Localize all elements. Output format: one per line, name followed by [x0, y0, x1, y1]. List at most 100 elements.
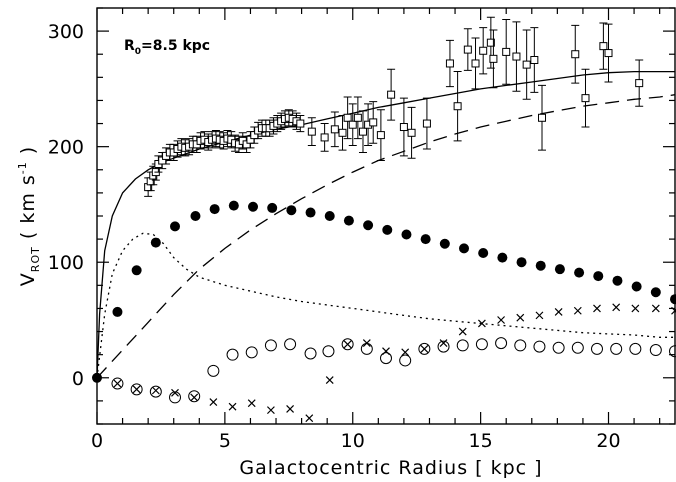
filled-circle-point — [131, 265, 142, 276]
open-square-point — [407, 128, 416, 137]
filled-circle-point — [382, 224, 393, 235]
open-square-point — [522, 60, 531, 69]
open-circle-point — [590, 342, 603, 355]
y-axis-title-end: ) — [17, 146, 39, 161]
filled-circle-point — [516, 257, 527, 268]
open-circle-point — [284, 338, 297, 351]
filled-circle-point — [92, 372, 102, 383]
filled-circle-point — [305, 207, 316, 218]
open-square-point — [376, 131, 385, 140]
filled-circle-point — [459, 243, 470, 254]
model-curves — [96, 70, 676, 379]
cross-point — [151, 386, 160, 395]
cross-point — [477, 319, 486, 328]
r0-annotation: R0=8.5 kpc — [124, 38, 210, 57]
open-square-point — [471, 59, 480, 68]
open-circle-point — [495, 337, 508, 350]
r0-annotation-main: R — [124, 38, 135, 54]
open-circle-point — [322, 345, 335, 358]
open-circle-point — [245, 346, 258, 359]
filled-circle-point — [670, 294, 676, 305]
cross-point — [497, 316, 506, 324]
open-circle-point — [456, 339, 469, 352]
cross-point — [113, 379, 122, 388]
filled-circle-point — [170, 221, 181, 232]
open-circle-point — [264, 339, 277, 352]
open-square-point — [330, 125, 339, 134]
open-circle-point — [610, 342, 623, 355]
filled-circle-point — [228, 200, 239, 211]
open-circle-point — [418, 342, 431, 355]
filled-circle-point — [150, 237, 161, 248]
open-circle-point — [304, 347, 317, 360]
filled-circle-point — [209, 204, 220, 215]
cross-point — [286, 405, 295, 413]
open-circle-point — [149, 385, 162, 398]
y-tick-label: 100 — [48, 252, 84, 274]
y-tick-label: 0 — [72, 368, 84, 390]
open-circle-point — [226, 348, 239, 361]
filled-circle-point — [267, 202, 278, 213]
cross-point — [651, 304, 660, 313]
cross-point — [554, 307, 563, 316]
open-square-point — [489, 54, 498, 63]
open-square-point — [358, 127, 367, 136]
cross-point — [190, 393, 199, 402]
open-square-point — [581, 94, 590, 103]
open-circle-point — [188, 390, 201, 403]
open-circle-point — [629, 342, 642, 355]
filled-circle-point — [401, 229, 412, 240]
dashed-curve — [96, 94, 676, 379]
open-square-point — [338, 128, 347, 137]
r0-annotation-sub: 0 — [135, 47, 141, 57]
filled-circle-point — [363, 220, 374, 231]
filled-circle-point — [631, 281, 642, 292]
dotted-curve — [96, 232, 675, 378]
cross-point — [401, 348, 410, 357]
filled-circle-point — [612, 275, 623, 286]
open-square-point — [538, 113, 547, 122]
filled-circle-point — [324, 211, 335, 221]
filled-circle-point — [286, 205, 297, 216]
open-square-point — [571, 50, 580, 59]
cross-point — [516, 313, 525, 322]
open-circle-point — [552, 341, 565, 354]
open-circle-point — [475, 338, 488, 351]
filled-circle-point — [535, 260, 546, 271]
open-square-point — [463, 45, 472, 54]
cross-point — [362, 339, 371, 348]
x-tick-label: 5 — [219, 430, 231, 452]
filled-circle-point — [574, 267, 585, 278]
cross-point — [325, 376, 334, 385]
open-square-point — [530, 56, 539, 64]
cross-point — [132, 385, 141, 394]
cross-point — [420, 344, 429, 353]
cross-point — [228, 402, 237, 411]
open-square-point — [486, 38, 495, 47]
open-circle-point — [130, 383, 143, 396]
open-square-point — [399, 123, 408, 132]
cross-point — [209, 398, 218, 406]
y-axis-title-sup: -1 — [16, 161, 29, 174]
open-circle-point — [514, 339, 527, 352]
plot-frame — [96, 7, 676, 425]
filled-circle-point — [248, 201, 259, 212]
cross-point — [593, 304, 601, 313]
open-square-point — [353, 113, 362, 122]
open-square-point — [635, 79, 644, 88]
filled-circle-point — [190, 211, 201, 221]
y-axis-title-rest: ( km s — [17, 174, 39, 246]
open-square-point — [307, 127, 316, 136]
cross-point — [171, 388, 179, 397]
filled-circle-point — [112, 306, 123, 317]
open-square-point — [512, 52, 521, 61]
open-square-point — [445, 59, 454, 68]
x-tick-label: 10 — [341, 430, 365, 452]
solid-curve — [96, 70, 675, 378]
cross-point — [247, 399, 256, 408]
x-tick-label: 15 — [469, 430, 493, 452]
axis-ticks — [96, 7, 675, 425]
open-circle-point — [571, 341, 584, 354]
